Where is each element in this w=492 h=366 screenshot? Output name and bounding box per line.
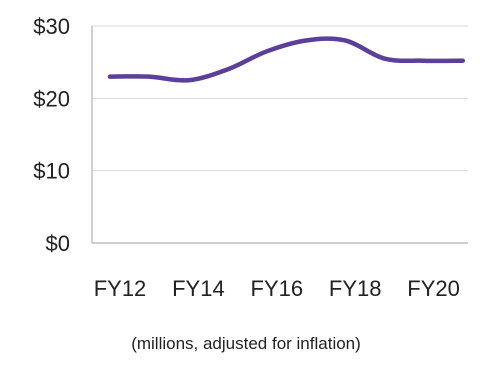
x-tick-labels: FY12 FY14 FY16 FY18 FY20: [94, 276, 460, 301]
chart-note: (millions, adjusted for inflation): [131, 334, 361, 353]
y-tick-label: $0: [46, 231, 70, 256]
x-tick-label: FY14: [172, 276, 225, 301]
y-tick-labels: $30 $20 $10 $0: [33, 14, 70, 256]
y-tick-label: $20: [33, 86, 70, 111]
x-tick-label: FY18: [329, 276, 382, 301]
series-line: [107, 36, 466, 83]
y-tick-label: $10: [33, 159, 70, 184]
x-tick-label: FY20: [407, 276, 460, 301]
gridlines: [92, 25, 468, 172]
y-tick-label: $30: [33, 14, 70, 39]
x-tick-label: FY12: [94, 276, 147, 301]
x-tick-label: FY16: [251, 276, 304, 301]
